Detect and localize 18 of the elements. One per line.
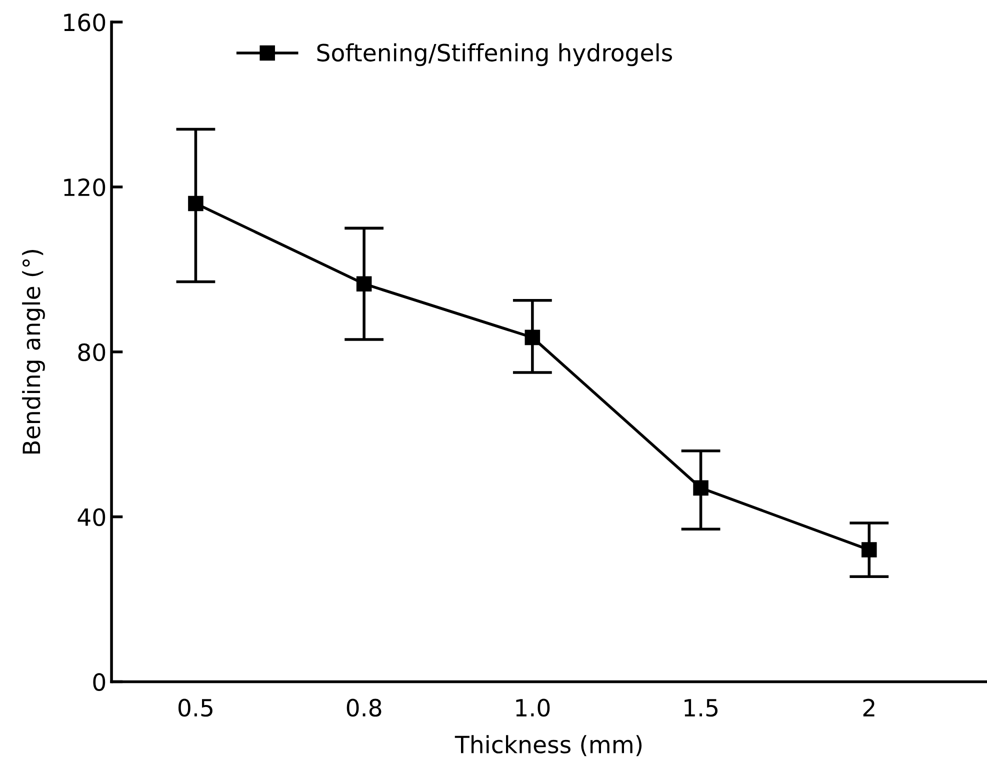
y-tick-label: 40 <box>78 508 106 526</box>
point <box>862 542 877 558</box>
y-axis-title: Bending angle (°) <box>22 250 45 454</box>
x-axis-title: Thickness (mm) <box>454 735 642 756</box>
x-tick-label: 2 <box>863 698 874 716</box>
y-tick-label: 160 <box>64 13 106 32</box>
point <box>693 480 708 496</box>
point <box>188 196 204 212</box>
y-tick-label: 120 <box>64 178 106 196</box>
point <box>524 330 540 346</box>
x-tick-label: 0.5 <box>178 698 212 717</box>
y-tick-label: 0 <box>93 673 106 692</box>
legend-label: Softening/Stiffening hydrogels <box>317 43 672 66</box>
x-tick-label: 0.8 <box>346 698 382 717</box>
y-tick-label: 80 <box>78 343 106 362</box>
x-tick-label: 1.0 <box>516 698 550 717</box>
x-tick-label: 1.5 <box>684 699 718 717</box>
point <box>356 276 372 292</box>
